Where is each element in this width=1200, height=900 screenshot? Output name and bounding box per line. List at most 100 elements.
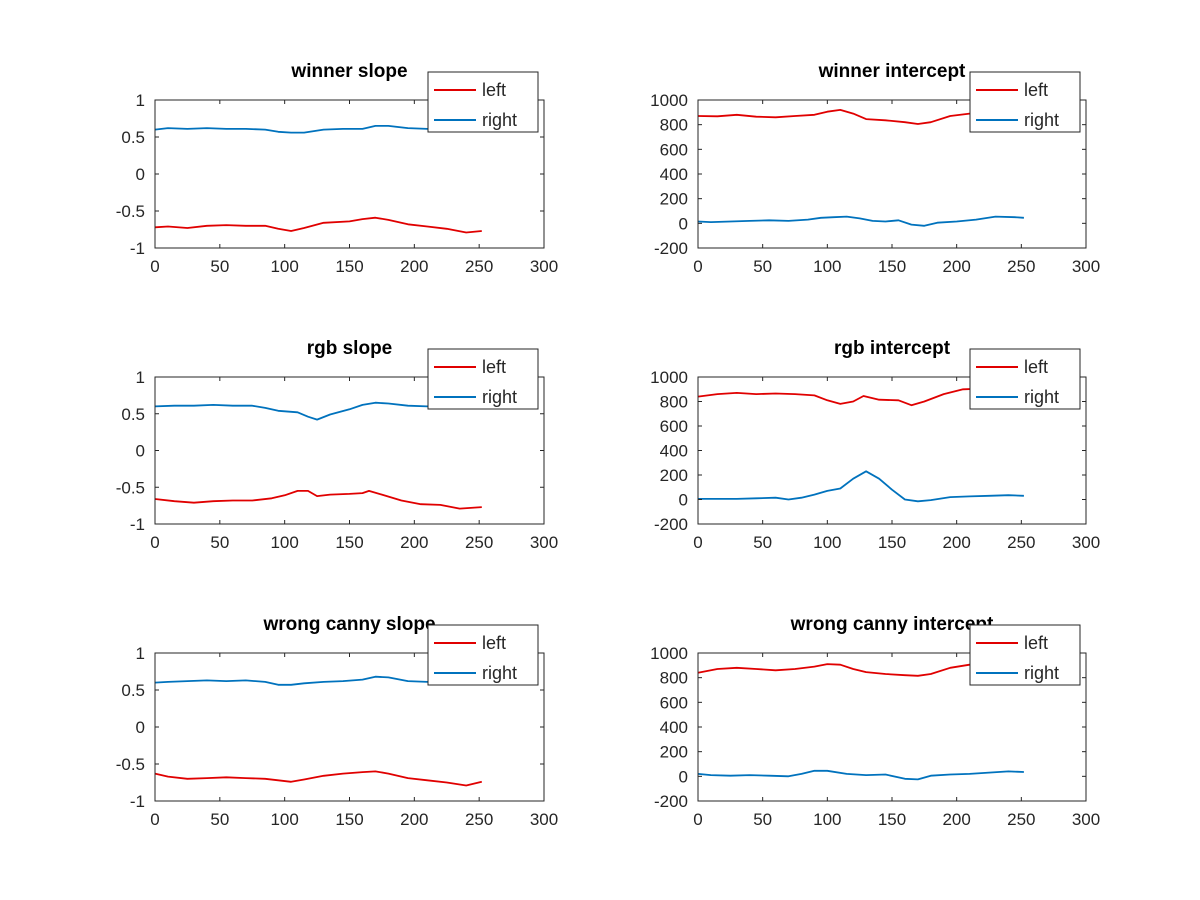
y-tick-label: -0.5 (116, 478, 145, 497)
x-tick-label: 100 (270, 810, 298, 829)
x-tick-label: 100 (813, 533, 841, 552)
x-tick-label: 200 (400, 533, 428, 552)
series-line-right (697, 215, 1024, 227)
chart-title: wrong canny intercept (790, 614, 994, 635)
y-tick-label: 600 (660, 417, 688, 436)
y-tick-label: -1 (130, 239, 145, 258)
x-tick-label: 0 (693, 533, 702, 552)
series-line-right (154, 125, 482, 134)
legend-label-right: right (1024, 387, 1059, 407)
x-tick-label: 250 (465, 810, 493, 829)
series-line-right (154, 675, 482, 686)
y-tick-label: -200 (654, 792, 688, 811)
chart-title: wrong canny slope (262, 614, 435, 635)
legend-box (969, 348, 1081, 410)
series-line-left (154, 770, 483, 787)
x-tick-label: 100 (813, 257, 841, 276)
legend: left right (427, 624, 539, 686)
y-tick-label: -1 (130, 515, 145, 534)
y-tick-label: 1000 (650, 644, 688, 663)
legend-label-left: left (482, 633, 506, 653)
x-tick-label: 50 (753, 257, 772, 276)
x-tick-label: 0 (150, 257, 159, 276)
x-tick-label: 300 (530, 533, 558, 552)
x-tick-label: 150 (878, 257, 906, 276)
subplot-5: 0 50 100 150 200 250 300 -1 -0.5 0 0.5 1 wrong canny… (116, 614, 558, 829)
legend: left right (969, 71, 1081, 133)
legend-box (427, 348, 539, 410)
legend-label-left: left (1024, 80, 1048, 100)
legend: left right (969, 348, 1081, 410)
x-tick-label: 50 (210, 257, 229, 276)
y-tick-label: 400 (660, 165, 688, 184)
x-tick-label: 200 (942, 257, 970, 276)
x-tick-label: 250 (1007, 810, 1035, 829)
y-tick-label: 800 (660, 393, 688, 412)
y-tick-label: 1 (136, 644, 145, 663)
series-line-left (154, 216, 482, 234)
y-tick-label: 0 (679, 767, 688, 786)
x-tick-label: 150 (878, 533, 906, 552)
chart-title: rgb slope (307, 338, 393, 359)
legend-label-right: right (1024, 110, 1059, 130)
x-tick-label: 250 (1007, 533, 1035, 552)
y-tick-label: 0.5 (121, 128, 145, 147)
subplot-6: 0 50 100 150 200 250 300 -200 0 200 400 600 800 1000 w… (650, 614, 1100, 829)
subplot-4: 0 50 100 150 200 250 300 -200 0 200 400 600 800 1000 r… (650, 338, 1100, 552)
legend-label-right: right (1024, 663, 1059, 683)
y-tick-label: 1000 (650, 368, 688, 387)
x-tick-label: 300 (1072, 257, 1100, 276)
x-tick-label: 0 (150, 533, 159, 552)
series-line-right (154, 401, 482, 421)
legend-box (427, 71, 539, 133)
x-tick-label: 0 (150, 810, 159, 829)
x-tick-label: 300 (1072, 810, 1100, 829)
x-tick-label: 200 (400, 810, 428, 829)
x-tick-label: 250 (465, 257, 493, 276)
y-tick-label: 200 (660, 190, 688, 209)
y-tick-label: 0 (679, 491, 688, 510)
series-line-right (698, 470, 1024, 503)
x-tick-label: 50 (210, 533, 229, 552)
x-tick-label: 50 (210, 810, 229, 829)
x-tick-label: 200 (400, 257, 428, 276)
y-tick-label: -0.5 (116, 202, 145, 221)
y-tick-label: 0 (679, 214, 688, 233)
legend-box (969, 624, 1081, 686)
x-tick-label: 250 (1007, 257, 1035, 276)
subplot-2: 0 50 100 150 200 250 300 -200 0 200 400 600 800 1000 w… (650, 61, 1100, 276)
y-tick-label: -200 (654, 239, 688, 258)
y-tick-label: 400 (660, 718, 688, 737)
x-tick-label: 150 (335, 533, 363, 552)
x-tick-label: 100 (270, 533, 298, 552)
x-tick-label: 300 (530, 257, 558, 276)
series-line-left (697, 387, 1024, 407)
y-tick-label: 800 (660, 116, 688, 135)
y-tick-label: 0.5 (121, 681, 145, 700)
legend-label-right: right (482, 387, 517, 407)
y-tick-label: 1 (136, 368, 145, 387)
y-tick-label: 400 (660, 442, 688, 461)
legend-label-right: right (482, 663, 517, 683)
y-tick-label: 0.5 (121, 405, 145, 424)
subplot-1: 0 50 100 150 200 250 300 -1 -0.5 0 0.5 1 winner slop… (116, 61, 558, 276)
x-tick-label: 300 (530, 810, 558, 829)
series-line-left (697, 109, 1024, 125)
y-tick-label: -0.5 (116, 755, 145, 774)
y-tick-label: 600 (660, 140, 688, 159)
chart-title: winner slope (290, 61, 407, 82)
legend: left right (427, 348, 539, 410)
legend-label-left: left (482, 357, 506, 377)
y-tick-label: 600 (660, 693, 688, 712)
x-tick-label: 250 (465, 533, 493, 552)
y-tick-label: 1 (136, 91, 145, 110)
x-tick-label: 50 (753, 810, 772, 829)
legend: left right (427, 71, 539, 133)
chart-title: winner intercept (818, 61, 966, 82)
x-tick-label: 150 (335, 257, 363, 276)
x-tick-label: 300 (1072, 533, 1100, 552)
series-line-right (697, 769, 1024, 781)
legend-box (969, 71, 1081, 133)
